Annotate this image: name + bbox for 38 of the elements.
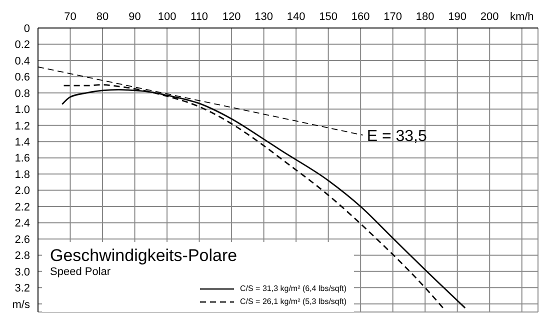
y-tick-label: 0.4 [14, 55, 30, 68]
y-tick-label: 2.8 [14, 250, 30, 262]
y-tick-label: 2.2 [14, 201, 30, 214]
x-tick-label: 180 [416, 11, 434, 23]
y-tick-label: 2.4 [14, 218, 30, 230]
annotation: E = 33,5 [366, 128, 427, 145]
y-tick-label: 2.6 [14, 234, 30, 246]
x-tick-label: 80 [96, 11, 109, 23]
y-tick-label: 3.2 [14, 282, 30, 295]
legend-label: C/S = 26,1 kg/m² (5,3 lbs/sqft) [240, 297, 346, 306]
x-tick-label: 140 [286, 11, 306, 23]
y-tick-label: 0 [24, 22, 30, 35]
y-tick-label: 0.6 [14, 72, 30, 84]
y-tick-label: m/s [12, 298, 30, 311]
x-tick-label: km/h [510, 11, 534, 23]
y-tick-label: 0.2 [14, 39, 30, 52]
y-tick-label: 2.0 [14, 185, 30, 198]
x-tick-label: 70 [64, 11, 76, 23]
y-tick-label: 1.4 [14, 136, 30, 149]
y-tick-label: 1.6 [14, 152, 30, 165]
x-tick-label: 200 [480, 11, 499, 23]
x-tick-label: 100 [158, 11, 176, 23]
text: Speed Polar [50, 266, 112, 278]
x-tick-label: 110 [190, 11, 208, 23]
legend-label: C/S = 31,3 kg/m² (6,4 lbs/sqft) [240, 284, 346, 293]
text: Geschwindigkeits-Polare [50, 246, 238, 266]
x-tick-label: 130 [254, 11, 273, 23]
y-tick-label: 1.0 [14, 104, 30, 116]
y-tick-label: 1.8 [14, 168, 30, 181]
y-tick-label: 3.0 [14, 266, 30, 278]
x-tick-label: 90 [128, 11, 141, 23]
x-tick-label: 120 [222, 11, 241, 23]
x-tick-label: 150 [319, 11, 338, 23]
y-tick-label: 0.8 [14, 88, 30, 100]
y-tick-label: 1.2 [14, 120, 30, 132]
x-tick-label: 160 [351, 11, 370, 23]
x-tick-label: 190 [448, 11, 467, 23]
x-tick-label: 170 [384, 11, 402, 23]
